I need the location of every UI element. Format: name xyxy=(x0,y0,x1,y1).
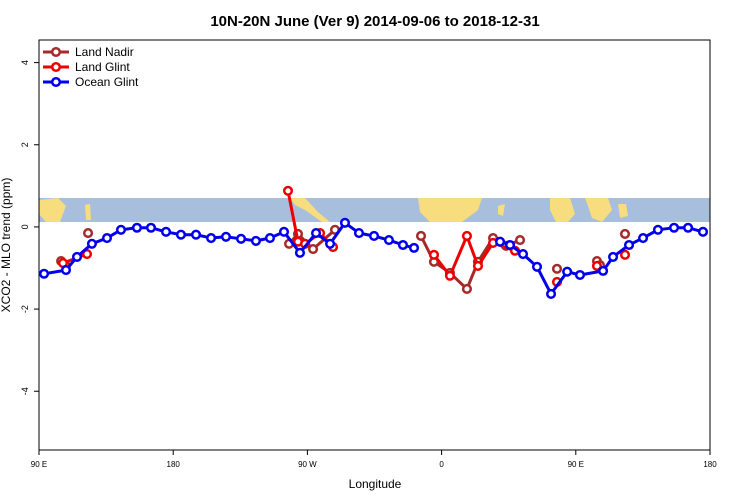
point xyxy=(115,224,127,235)
point xyxy=(428,249,440,260)
chart-title: 10N-20N June (Ver 9) 2014-09-06 to 2018-… xyxy=(210,13,539,30)
point xyxy=(220,231,232,242)
point xyxy=(637,232,649,244)
point xyxy=(310,228,322,239)
point xyxy=(591,260,603,272)
y-axis-label: XCO2 - MLO trend (ppm) xyxy=(0,178,13,313)
x-tick-label: 180 xyxy=(703,460,717,469)
point xyxy=(697,226,709,237)
series-line xyxy=(61,230,625,289)
point xyxy=(101,232,113,244)
point xyxy=(444,270,456,281)
point xyxy=(206,232,217,244)
point xyxy=(397,239,409,251)
point xyxy=(415,230,427,242)
point xyxy=(83,228,94,239)
point xyxy=(145,222,157,233)
point xyxy=(623,239,635,251)
point xyxy=(264,232,276,244)
map-strip xyxy=(39,198,710,222)
x-tick-label: 90 E xyxy=(568,460,584,469)
legend-label: Ocean Glint xyxy=(75,75,139,89)
point xyxy=(408,242,420,253)
y-tick-label: 2 xyxy=(20,142,30,147)
point xyxy=(472,260,484,272)
point xyxy=(652,224,664,235)
point xyxy=(175,229,187,240)
point xyxy=(278,226,290,237)
point xyxy=(598,265,609,276)
point xyxy=(461,283,472,295)
point xyxy=(669,222,680,233)
point xyxy=(545,288,557,299)
point xyxy=(39,268,50,279)
point xyxy=(160,226,172,237)
legend-label: Land Glint xyxy=(75,60,130,74)
point xyxy=(683,222,694,233)
y-tick-label: 4 xyxy=(20,60,30,65)
point xyxy=(250,235,262,246)
legend-marker xyxy=(50,46,62,58)
legend-label: Land Nadir xyxy=(75,45,134,59)
point xyxy=(71,251,83,262)
legend-marker xyxy=(50,61,62,73)
x-tick-label: 0 xyxy=(439,460,444,469)
point xyxy=(353,228,365,239)
point xyxy=(504,239,516,251)
point xyxy=(325,238,336,249)
x-tick-label: 90 E xyxy=(31,460,47,469)
point xyxy=(514,235,526,246)
x-axis-label: Longitude xyxy=(349,477,402,491)
point xyxy=(294,247,305,258)
point xyxy=(619,228,631,239)
point xyxy=(551,263,563,274)
point xyxy=(461,230,472,242)
x-tick-label: 90 W xyxy=(298,460,317,469)
point xyxy=(562,266,573,277)
point xyxy=(60,265,72,276)
point xyxy=(608,251,619,262)
point xyxy=(619,249,631,260)
point xyxy=(190,229,202,240)
point xyxy=(574,269,586,281)
y-tick-label: -4 xyxy=(20,387,30,395)
y-tick-label: 0 xyxy=(20,224,30,229)
plot-frame xyxy=(38,39,711,451)
point xyxy=(81,248,93,260)
point xyxy=(495,236,506,247)
point xyxy=(282,185,294,196)
point xyxy=(531,261,543,272)
point xyxy=(383,235,395,246)
point xyxy=(308,244,319,255)
point xyxy=(517,248,529,260)
point xyxy=(86,238,97,249)
x-tick-label: 180 xyxy=(167,460,181,469)
point xyxy=(339,217,351,228)
point xyxy=(131,222,143,233)
point xyxy=(235,233,247,244)
legend-marker xyxy=(50,76,62,88)
y-tick-label: -2 xyxy=(20,305,30,313)
point xyxy=(369,230,380,242)
